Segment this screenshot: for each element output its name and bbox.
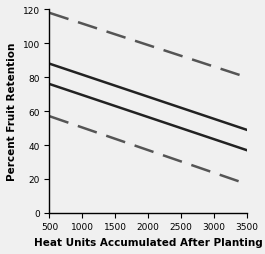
Y-axis label: Percent Fruit Retention: Percent Fruit Retention [7,43,17,181]
X-axis label: Heat Units Accumulated After Planting: Heat Units Accumulated After Planting [34,237,262,247]
